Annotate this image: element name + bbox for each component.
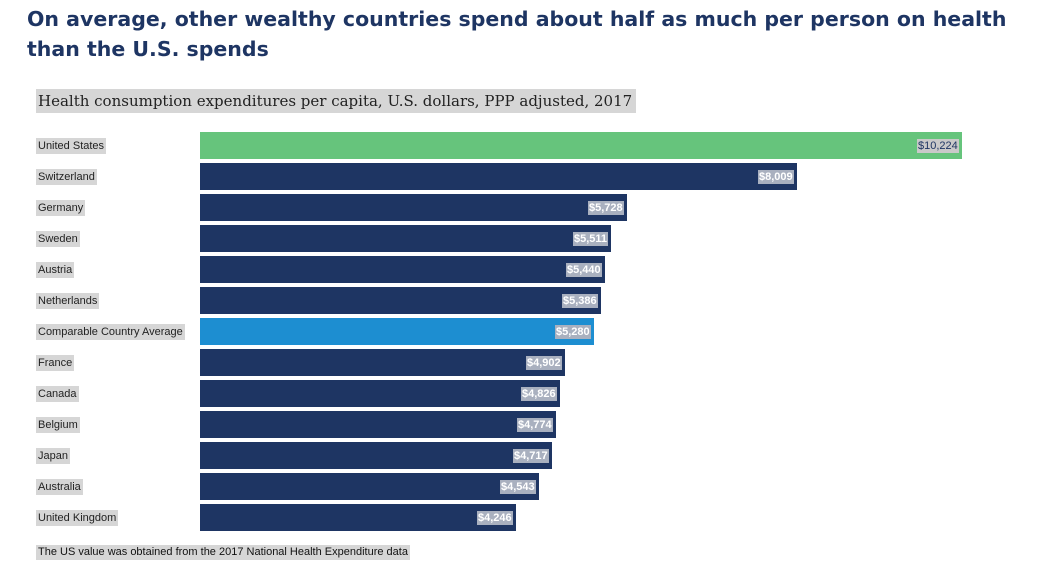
chart-subtitle: Health consumption expenditures per capi…	[36, 89, 637, 113]
category-label-australia: Australia	[36, 479, 83, 495]
bar-sweden	[200, 225, 611, 252]
category-label-canada: Canada	[36, 386, 79, 402]
category-label-france: France	[36, 355, 75, 371]
category-label-switzerland: Switzerland	[36, 169, 97, 185]
value-label-switzerland: $8,009	[758, 170, 794, 184]
value-label-germany: $5,728	[588, 201, 624, 215]
chart-title: On average, other wealthy countries spen…	[27, 7, 1007, 61]
category-label-belgium: Belgium	[36, 417, 80, 433]
bar-netherlands	[200, 287, 601, 314]
bar-comparable-country-average	[200, 318, 594, 345]
category-label-japan: Japan	[36, 448, 70, 464]
bar-austria	[200, 256, 605, 283]
bar-united-states	[200, 132, 962, 159]
bar-australia	[200, 473, 539, 500]
value-label-comparable-country-average: $5,280	[555, 325, 591, 339]
category-label-united-kingdom: United Kingdom	[36, 510, 119, 526]
value-label-france: $4,902	[526, 356, 562, 370]
category-label-netherlands: Netherlands	[36, 293, 100, 309]
value-label-canada: $4,826	[521, 387, 557, 401]
bar-belgium	[200, 411, 556, 438]
value-label-belgium: $4,774	[517, 418, 553, 432]
value-label-united-states: $10,224	[917, 139, 959, 153]
bar-germany	[200, 194, 627, 221]
category-label-united-states: United States	[36, 138, 107, 154]
value-label-japan: $4,717	[513, 449, 549, 463]
value-label-united-kingdom: $4,246	[477, 511, 513, 525]
category-label-austria: Austria	[36, 262, 75, 278]
value-label-austria: $5,440	[566, 263, 602, 277]
value-label-sweden: $5,511	[573, 232, 609, 246]
bar-japan	[200, 442, 552, 469]
bar-united-kingdom	[200, 504, 516, 531]
category-label-comparable-country-average: Comparable Country Average	[36, 324, 185, 340]
bar-switzerland	[200, 163, 797, 190]
source-note: The US value was obtained from the 2017 …	[36, 545, 410, 560]
bar-canada	[200, 380, 560, 407]
category-label-sweden: Sweden	[36, 231, 80, 247]
bar-france	[200, 349, 565, 376]
value-label-netherlands: $5,386	[562, 294, 598, 308]
category-label-germany: Germany	[36, 200, 86, 216]
value-label-australia: $4,543	[500, 480, 536, 494]
